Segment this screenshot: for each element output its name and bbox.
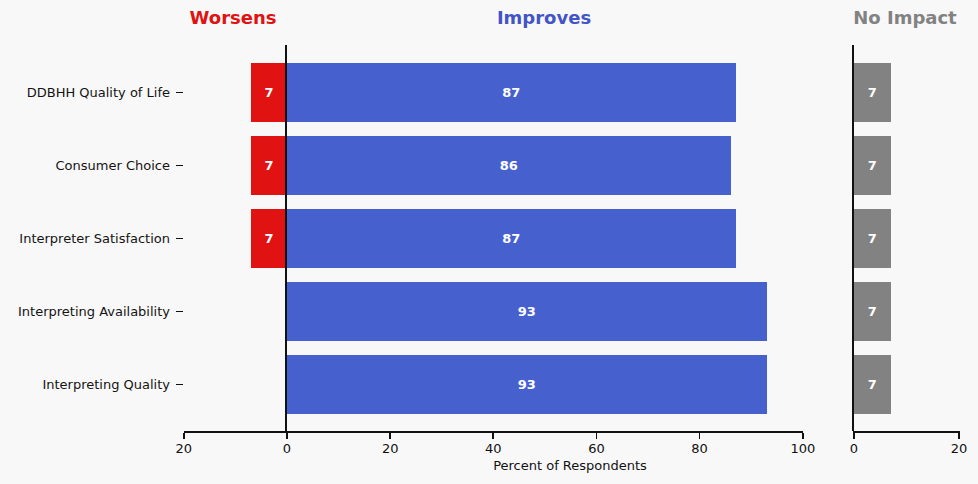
x-tick-mark bbox=[596, 433, 598, 439]
category-label: DDBHH Quality of Life bbox=[0, 85, 170, 101]
x-tick-label: 0 bbox=[265, 441, 309, 457]
y-tick-mark bbox=[176, 384, 183, 386]
category-label: Interpreter Satisfaction bbox=[0, 231, 170, 247]
survey-impact-chart: Worsens Improves No Impact DDBHH Quality… bbox=[0, 0, 978, 484]
bar-value-label: 86 bbox=[287, 158, 731, 174]
x-tick-label: 20 bbox=[162, 441, 206, 457]
x-tick-mark bbox=[802, 433, 804, 439]
bar-value-label: 7 bbox=[251, 85, 287, 101]
y-tick-mark bbox=[176, 165, 183, 167]
y-tick-mark bbox=[176, 92, 183, 94]
bar-value-label: 87 bbox=[287, 231, 736, 247]
bar-value-label: 7 bbox=[854, 377, 891, 393]
x-tick-mark bbox=[286, 433, 288, 439]
x-tick-mark bbox=[958, 433, 960, 439]
bar-value-label: 7 bbox=[251, 231, 287, 247]
x-tick-mark bbox=[853, 433, 855, 439]
bar-value-label: 7 bbox=[854, 85, 891, 101]
x-tick-label: 20 bbox=[368, 441, 412, 457]
bar-value-label: 93 bbox=[287, 304, 767, 320]
bar-value-label: 7 bbox=[854, 231, 891, 247]
bar-value-label: 7 bbox=[854, 158, 891, 174]
bar-value-label: 7 bbox=[251, 158, 287, 174]
x-tick-label: 60 bbox=[574, 441, 618, 457]
x-axis-line-no-impact bbox=[853, 431, 960, 433]
category-label: Interpreting Quality bbox=[0, 377, 170, 393]
x-tick-mark bbox=[699, 433, 701, 439]
x-tick-label: 80 bbox=[678, 441, 722, 457]
bar-value-label: 93 bbox=[287, 377, 767, 393]
category-label: Interpreting Availability bbox=[0, 304, 170, 320]
x-tick-mark bbox=[183, 433, 185, 439]
y-tick-mark bbox=[176, 238, 183, 240]
x-tick-label: 0 bbox=[832, 441, 876, 457]
x-tick-label: 100 bbox=[781, 441, 825, 457]
zero-axis-line bbox=[285, 45, 287, 431]
x-tick-mark bbox=[389, 433, 391, 439]
x-tick-mark bbox=[492, 433, 494, 439]
bar-value-label: 7 bbox=[854, 304, 891, 320]
bar-value-label: 87 bbox=[287, 85, 736, 101]
x-tick-label: 20 bbox=[937, 441, 978, 457]
bar-chart-plot-area: DDBHH Quality of Life Consumer Choice Inte… bbox=[0, 0, 978, 484]
x-tick-label: 40 bbox=[471, 441, 515, 457]
x-axis-label: Percent of Respondents bbox=[493, 458, 647, 474]
category-label: Consumer Choice bbox=[0, 158, 170, 174]
y-tick-mark bbox=[176, 311, 183, 313]
zero-axis-line bbox=[852, 45, 854, 431]
